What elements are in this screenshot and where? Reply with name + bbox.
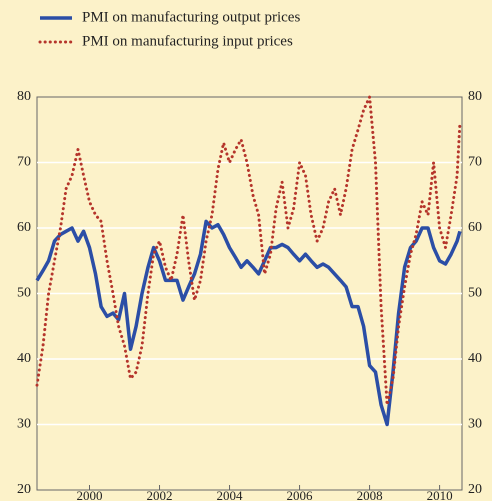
y2-tick-label: 80 xyxy=(468,89,482,104)
y-tick-label: 80 xyxy=(17,89,31,104)
x-tick-label: 2002 xyxy=(147,488,173,501)
y-tick-label: 30 xyxy=(17,417,31,432)
y2-tick-label: 70 xyxy=(468,155,482,170)
y-tick-label: 60 xyxy=(17,220,31,235)
y-tick-label: 20 xyxy=(17,482,31,497)
legend-label: PMI on manufacturing input prices xyxy=(82,33,293,49)
x-tick-label: 2006 xyxy=(287,488,314,501)
x-tick-label: 2000 xyxy=(77,488,103,501)
x-tick-label: 2004 xyxy=(217,488,244,501)
series-line xyxy=(35,219,462,427)
y2-tick-label: 40 xyxy=(468,351,482,366)
legend-label: PMI on manufacturing output prices xyxy=(82,9,300,25)
x-tick-label: 2010 xyxy=(427,488,453,501)
y-tick-label: 40 xyxy=(17,351,31,366)
y2-tick-label: 50 xyxy=(468,286,482,301)
y-tick-label: 70 xyxy=(17,155,31,170)
x-tick-label: 2008 xyxy=(357,488,383,501)
y2-tick-label: 60 xyxy=(468,220,482,235)
series-line xyxy=(35,95,462,407)
y-tick-label: 50 xyxy=(17,286,31,301)
y2-tick-label: 20 xyxy=(468,482,482,497)
y2-tick-label: 30 xyxy=(468,417,482,432)
